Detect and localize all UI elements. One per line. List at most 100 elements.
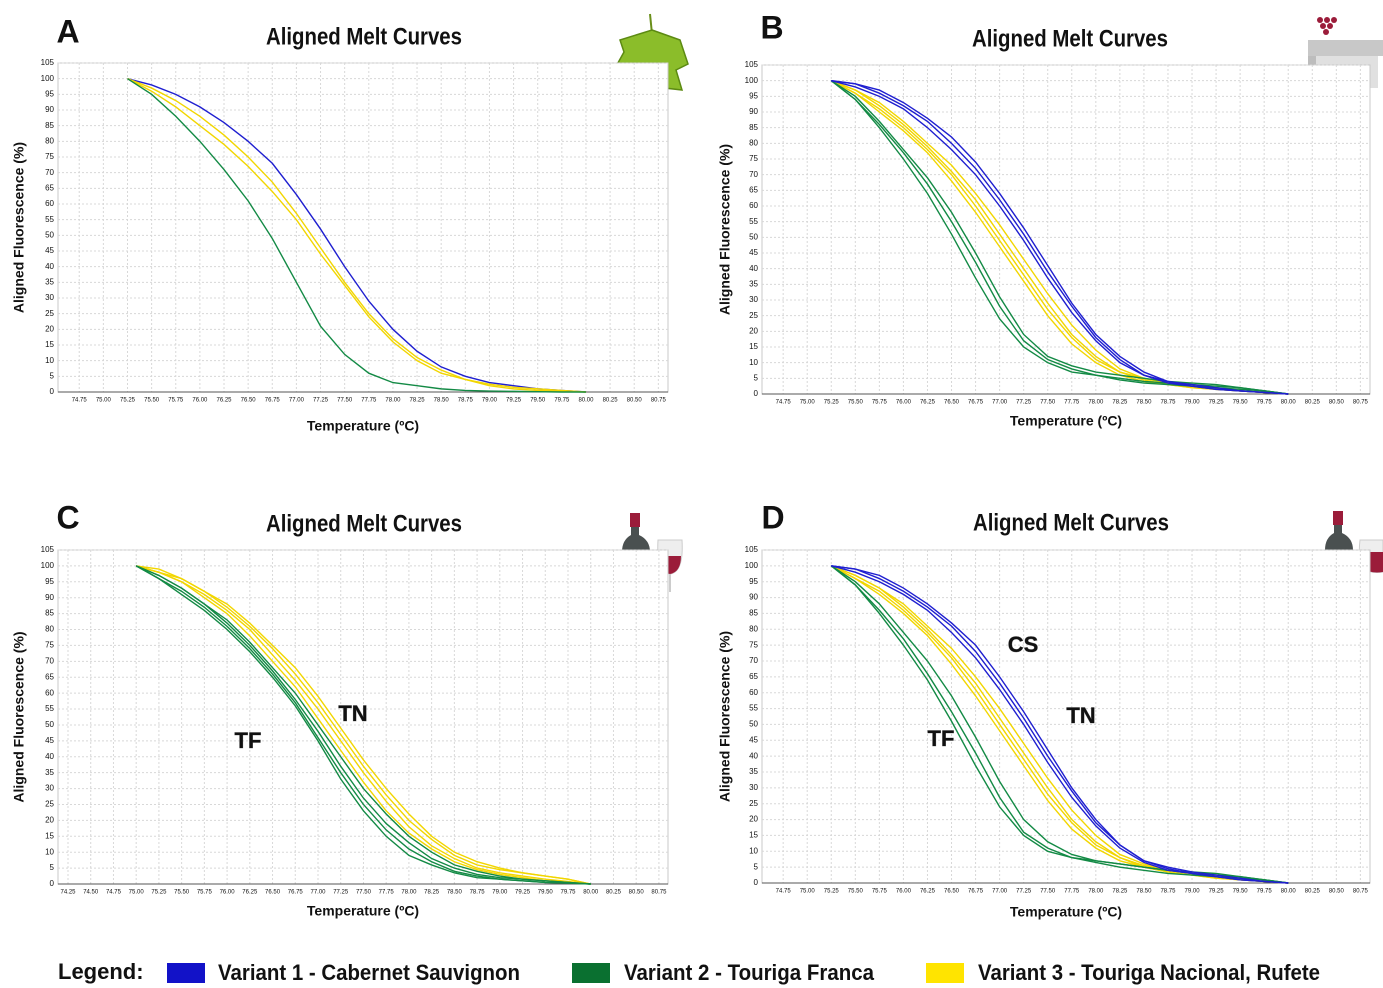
- panel-letter: A: [56, 13, 79, 49]
- y-tick-label: 75: [749, 640, 758, 649]
- y-tick-label: 25: [749, 799, 758, 808]
- y-tick-label: 75: [45, 641, 54, 650]
- y-tick-label: 0: [754, 878, 759, 887]
- y-tick-label: 95: [45, 89, 54, 98]
- y-tick-label: 10: [45, 356, 54, 365]
- x-tick-label: 80.75: [651, 890, 667, 896]
- melt-curve: [135, 565, 591, 885]
- melt-curve: [127, 78, 587, 393]
- x-tick-label: 80.75: [651, 398, 667, 404]
- chart-title: Aligned Melt Curves: [972, 25, 1168, 52]
- y-tick-label: 60: [45, 199, 54, 208]
- plot-area: [57, 549, 669, 885]
- y-tick-label: 100: [745, 561, 759, 570]
- y-tick-label: 80: [45, 625, 54, 634]
- x-tick-label: 80.75: [1353, 889, 1369, 895]
- y-tick-label: 70: [45, 168, 54, 177]
- annotation: TN: [338, 701, 367, 726]
- y-tick-label: 30: [749, 295, 758, 304]
- legend-swatch: [926, 963, 964, 983]
- x-tick-label: 80.50: [1329, 889, 1345, 895]
- y-axis-label: Aligned Fluorescence (%): [11, 631, 27, 802]
- x-tick-label: 78.00: [385, 398, 401, 404]
- legend-title: Legend:: [58, 959, 144, 984]
- x-tick-label: 75.75: [872, 889, 888, 895]
- x-tick-label: 77.25: [313, 398, 329, 404]
- x-tick-label: 79.50: [1233, 889, 1249, 895]
- legend-label: Variant 1 - Cabernet Sauvignon: [218, 960, 520, 985]
- y-axis-label: Aligned Fluorescence (%): [717, 144, 733, 315]
- x-tick-label: 77.25: [333, 890, 349, 896]
- y-tick-label: 95: [749, 91, 758, 100]
- x-tick-label: 75.00: [129, 890, 145, 896]
- x-tick-label: 80.25: [1305, 889, 1321, 895]
- chart-title: Aligned Melt Curves: [266, 510, 462, 537]
- y-tick-label: 50: [749, 232, 758, 241]
- x-tick-label: 79.00: [482, 398, 498, 404]
- chart-panel: 0 5 10 15 20 25 30 35 40 45 50 55 60 65 70 75 80 85 90 95 10…: [717, 499, 1371, 920]
- x-tick-label: 80.75: [1353, 400, 1369, 406]
- x-tick-label: 77.50: [1040, 400, 1056, 406]
- y-tick-label: 50: [45, 720, 54, 729]
- y-tick-label: 60: [45, 688, 54, 697]
- x-tick-label: 79.25: [515, 890, 531, 896]
- x-tick-label: 78.50: [1136, 889, 1152, 895]
- x-tick-label: 76.50: [265, 890, 281, 896]
- x-tick-label: 79.00: [1185, 400, 1201, 406]
- y-tick-label: 85: [749, 609, 758, 618]
- y-tick-label: 40: [45, 262, 54, 271]
- y-tick-label: 65: [749, 672, 758, 681]
- y-tick-label: 10: [749, 846, 758, 855]
- y-tick-label: 105: [745, 60, 759, 69]
- annotation: CS: [1008, 632, 1039, 657]
- melt-curve: [831, 79, 1289, 395]
- x-tick-label: 79.75: [560, 890, 576, 896]
- x-tick-label: 80.25: [603, 398, 619, 404]
- x-tick-label: 74.75: [776, 400, 792, 406]
- x-tick-label: 75.25: [120, 398, 136, 404]
- panel-letter: C: [56, 499, 79, 535]
- melt-curve: [830, 80, 1289, 395]
- x-tick-label: 78.50: [1136, 400, 1152, 406]
- y-tick-label: 95: [749, 577, 758, 586]
- annotation: TF: [928, 726, 955, 751]
- melt-curve: [136, 565, 591, 885]
- x-tick-label: 75.00: [800, 400, 816, 406]
- y-tick-label: 35: [45, 277, 54, 286]
- chart-panel: 0 5 10 15 20 25 30 35 40 45 50 55 60 65 70 75 80 85 90 95 10…: [11, 13, 669, 434]
- y-tick-label: 90: [45, 105, 54, 114]
- x-tick-label: 75.00: [96, 398, 112, 404]
- plot-area: [761, 64, 1371, 395]
- x-tick-label: 76.75: [265, 398, 281, 404]
- y-tick-label: 5: [754, 862, 759, 871]
- y-tick-label: 80: [749, 138, 758, 147]
- y-tick-label: 20: [749, 326, 758, 335]
- y-tick-label: 85: [45, 121, 54, 130]
- y-tick-label: 75: [45, 152, 54, 161]
- y-tick-label: 40: [749, 751, 758, 760]
- y-tick-label: 70: [749, 170, 758, 179]
- x-tick-label: 77.75: [379, 890, 395, 896]
- x-tick-label: 77.75: [1064, 400, 1080, 406]
- melt-curve: [831, 79, 1289, 395]
- melt-curve: [135, 565, 591, 885]
- x-tick-label: 79.50: [1233, 400, 1249, 406]
- y-tick-label: 0: [50, 879, 55, 888]
- plot-area: [761, 549, 1371, 884]
- x-tick-label: 78.25: [410, 398, 426, 404]
- x-tick-label: 75.50: [144, 398, 160, 404]
- x-tick-label: 76.75: [968, 889, 984, 895]
- x-tick-label: 78.25: [424, 890, 440, 896]
- legend-label: Variant 2 - Touriga Franca: [624, 960, 875, 985]
- chart-panel: 0 5 10 15 20 25 30 35 40 45 50 55 60 65 70 75 80 85 90 95 10…: [717, 9, 1371, 429]
- melt-curve: [135, 565, 591, 885]
- y-tick-label: 45: [45, 736, 54, 745]
- y-tick-label: 45: [45, 246, 54, 255]
- x-tick-label: 75.25: [151, 890, 167, 896]
- x-tick-label: 79.75: [1257, 400, 1273, 406]
- x-tick-label: 80.50: [629, 890, 645, 896]
- x-tick-label: 77.25: [1016, 400, 1032, 406]
- y-axis-label: Aligned Fluorescence (%): [11, 142, 27, 313]
- y-tick-label: 45: [749, 735, 758, 744]
- x-tick-label: 78.75: [470, 890, 486, 896]
